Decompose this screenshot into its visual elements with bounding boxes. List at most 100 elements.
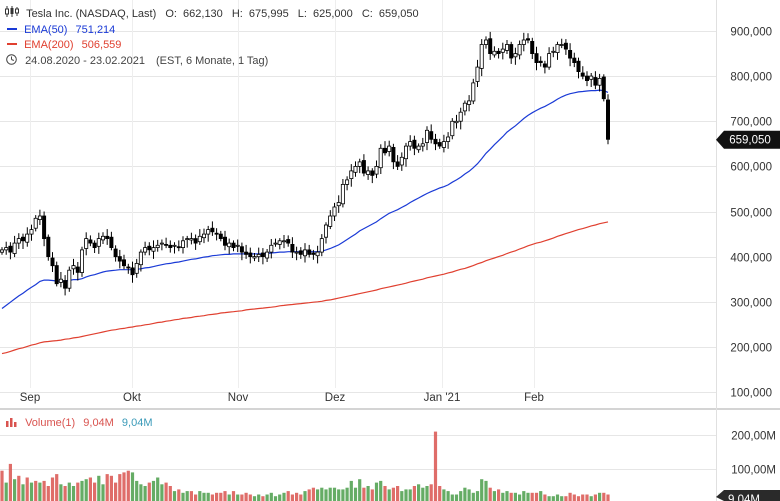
candle-body [504, 44, 509, 51]
candle [597, 73, 602, 92]
candle-body [382, 147, 387, 154]
x-tick-label: Feb [524, 392, 544, 404]
candle [109, 231, 114, 251]
pane-separator [0, 408, 780, 410]
y-tick-label: 500,000 [730, 208, 772, 220]
candle-body [244, 251, 249, 255]
volume-bar [396, 486, 400, 501]
volume-bar [42, 480, 46, 501]
candle [441, 134, 446, 153]
candle [222, 230, 227, 251]
candle-body [378, 147, 383, 169]
candle [387, 140, 392, 157]
volume-bar [345, 487, 349, 501]
candle [323, 222, 328, 244]
open-value: 662,130 [183, 8, 223, 20]
candle [130, 261, 135, 283]
candle [92, 240, 97, 253]
candle-body [147, 245, 152, 251]
volume-bar [560, 496, 564, 501]
candle-body [336, 202, 341, 207]
volume-bar [383, 486, 387, 501]
candle-body [105, 235, 110, 240]
candle [311, 249, 316, 260]
volume-bar [257, 494, 261, 501]
candle-body [172, 244, 177, 247]
candle [42, 211, 47, 247]
candle-body [458, 111, 463, 122]
volume-bar [223, 491, 227, 501]
candle [159, 239, 164, 251]
volume-bar [227, 494, 231, 501]
candle-body [496, 50, 501, 54]
candle [513, 47, 518, 65]
volume-bar [194, 494, 198, 501]
candle [37, 209, 42, 225]
volume-bar [25, 477, 29, 501]
volume-bar [576, 496, 581, 501]
legend-ema50[interactable]: EMA(50) 751,214 [0, 23, 115, 37]
candle-body [311, 252, 316, 255]
candle-body [25, 233, 30, 243]
candle [530, 37, 535, 59]
candle-body [117, 256, 122, 262]
candle-body [513, 53, 518, 58]
candle [475, 59, 480, 87]
candle [492, 46, 497, 58]
x-tick-label: Jan '21 [424, 392, 461, 404]
volume-bar [252, 496, 257, 501]
candle-body [159, 242, 164, 245]
candle [252, 253, 257, 262]
candle-body [315, 251, 320, 257]
volume-bar [446, 491, 450, 501]
volume-bar [480, 479, 484, 501]
candle [580, 66, 585, 80]
candle-body [210, 227, 215, 233]
candle [429, 124, 434, 144]
range-info: (EST, 6 Monate, 1 Tag) [156, 55, 269, 67]
volume-bar [417, 484, 421, 501]
volume-bar [551, 496, 555, 501]
candle-body [29, 229, 34, 235]
volume-bar [530, 492, 534, 501]
candle-body [521, 39, 526, 45]
volume-bar [555, 494, 560, 501]
candle-body [281, 240, 286, 243]
candle-body [530, 41, 535, 55]
candle [147, 242, 152, 256]
candle-body [462, 102, 467, 112]
volume-bar [59, 484, 63, 501]
volume-bar [210, 494, 214, 501]
candle [63, 275, 68, 296]
candle-body [416, 145, 421, 151]
volume-bar [484, 480, 488, 501]
volume-bar [518, 494, 522, 501]
volume-bar [181, 492, 185, 501]
volume-bar [589, 496, 593, 501]
y-tick-label: 600,000 [730, 162, 772, 174]
volume-bar [471, 492, 475, 501]
legend-ema200[interactable]: EMA(200) 506,559 [0, 38, 121, 52]
candle [256, 247, 261, 262]
candle-body [349, 170, 354, 179]
candle-body [46, 236, 51, 257]
candle [164, 237, 169, 249]
volume-bar [463, 487, 467, 501]
candle-body [517, 44, 522, 56]
volume-bar [164, 482, 168, 501]
candle-body [374, 165, 379, 175]
candle [71, 258, 76, 275]
candle [302, 243, 307, 263]
candle-body [597, 78, 602, 86]
x-tick-label: Dez [325, 392, 346, 404]
volume-bar [168, 486, 172, 501]
candle [80, 246, 85, 277]
candle-body [206, 229, 211, 235]
candle-body [391, 146, 396, 163]
volume-bar [198, 491, 202, 501]
candle-body [214, 232, 219, 235]
candle-body [138, 251, 143, 266]
volume-legend[interactable]: Volume(1) 9,04M 9,04M [0, 416, 152, 430]
volume-bar [93, 482, 97, 501]
candlestick-icon [5, 6, 19, 21]
